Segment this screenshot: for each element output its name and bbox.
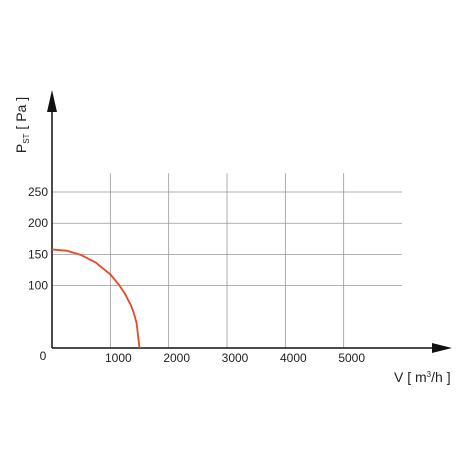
y-label-main: P: [13, 144, 29, 153]
x-tick-label: 2000: [163, 351, 190, 365]
x-axis-arrow: [432, 343, 452, 353]
x-label-unit: /h ]: [431, 369, 450, 385]
x-tick-label: 4000: [280, 351, 307, 365]
y-tick-label: 250: [28, 185, 48, 199]
x-tick-label: 1000: [105, 351, 132, 365]
x-label-main: V [ m: [394, 369, 427, 385]
x-tick-label: 5000: [338, 351, 365, 365]
x-tick-label: 0: [40, 349, 47, 363]
y-tick-label: 100: [28, 279, 48, 293]
x-label-superscript: 3: [427, 370, 432, 379]
y-label-subscript: ST: [22, 133, 31, 143]
y-axis-label: PST [ Pa ]: [13, 97, 31, 153]
x-axis-label: V [ m3/h ]: [394, 369, 451, 385]
data-line: [51, 248, 141, 349]
y-tick-label: 200: [28, 216, 48, 230]
y-axis-arrow: [47, 90, 57, 112]
y-tick-label: 150: [28, 247, 48, 261]
x-tick-label: 3000: [222, 351, 249, 365]
y-label-unit: [ Pa ]: [13, 97, 29, 130]
